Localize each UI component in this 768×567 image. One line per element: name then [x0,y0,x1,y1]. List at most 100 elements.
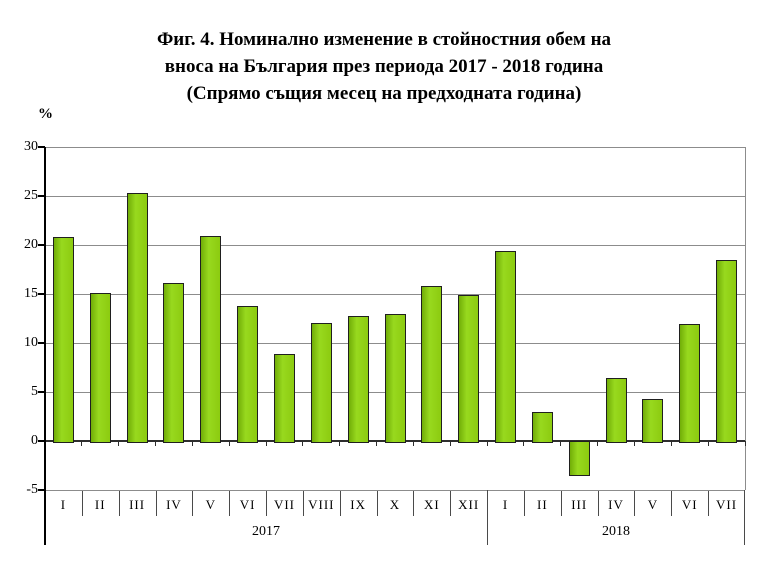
month-label-2017-VIII: VIII [308,497,335,512]
month-separator [671,491,673,516]
zero-axis-tick [670,441,672,446]
y-axis-tick-10 [38,342,45,344]
zero-axis-tick [633,441,635,446]
month-separator [266,491,268,516]
chart-title: Фиг. 4. Номинално изменение в стойностни… [0,26,768,107]
y-axis-tick-15 [38,293,45,295]
zero-axis-tick [118,441,120,446]
chart-title-line-2: вноса на България през периода 2017 - 20… [164,56,604,77]
month-label-2017-VII: VII [273,497,295,512]
y-axis-line [44,147,46,545]
gridline-20 [45,244,745,246]
bar-2017-X [384,313,406,443]
year-separator [744,490,745,545]
zero-axis-tick [707,441,709,446]
zero-axis-tick [486,441,488,446]
month-separator [523,491,525,516]
month-label-2017-V: V [205,497,216,512]
month-label-2018-I: I [502,497,509,512]
month-separator [155,491,157,516]
y-tick-label--5: -5 [26,482,38,497]
month-separator [413,491,415,516]
month-label-2018-VII: VII [716,497,738,512]
y-tick-label-30: 30 [24,139,38,154]
bar-2017-XII [458,294,480,443]
y-tick-label-10: 10 [24,335,38,350]
zero-axis-tick [191,441,193,446]
month-separator [118,491,120,516]
month-label-2017-VI: VI [239,497,256,512]
zero-axis-tick [597,441,599,446]
zero-axis-tick [265,441,267,446]
zero-axis-tick [228,441,230,446]
bar-2017-XI [421,286,443,443]
bar-2018-II [531,411,553,443]
plot-area [45,146,746,491]
zero-axis-tick [744,441,746,446]
zero-axis-tick [560,441,562,446]
bar-2017-VII [273,353,295,443]
y-axis-unit-label: % [38,106,53,122]
y-tick-label-25: 25 [24,188,38,203]
month-separator [302,491,304,516]
zero-axis-tick [339,441,341,446]
year-separator [487,490,489,545]
month-label-2017-IX: IX [350,497,366,512]
bar-2018-I [495,250,517,443]
bar-2017-IX [347,315,369,443]
month-separator [560,491,562,516]
month-separator [376,491,378,516]
bar-2018-III [568,441,590,477]
bar-2017-I [52,237,74,443]
month-label-2017-II: II [94,497,106,512]
zero-axis-tick [376,441,378,446]
month-label-2017-III: III [129,497,146,512]
gridline-15 [45,293,745,295]
zero-axis-tick [412,441,414,446]
month-label-2017-IV: IV [166,497,182,512]
gridline--5 [45,489,745,491]
zero-axis-tick [155,441,157,446]
bar-2017-IV [163,283,185,443]
y-axis-tick-30 [38,146,45,148]
y-tick-label-5: 5 [31,384,38,399]
month-label-2017-XI: XI [423,497,440,512]
month-separator [597,491,599,516]
year-label-2018: 2018 [602,524,631,539]
month-separator [192,491,194,516]
y-axis-tick--5 [38,489,45,491]
zero-axis-tick [449,441,451,446]
month-label-2018-VI: VI [681,497,698,512]
month-label-2017-XII: XII [458,497,480,512]
month-label-2017-I: I [60,497,67,512]
bar-2018-V [642,398,664,443]
y-axis-tick-5 [38,391,45,393]
y-tick-label-20: 20 [24,237,38,252]
y-axis-tick-0 [38,440,45,442]
month-label-2017-X: X [389,497,401,512]
month-separator [81,491,83,516]
month-separator [708,491,710,516]
zero-axis-tick [523,441,525,446]
month-separator [450,491,452,516]
y-axis-tick-20 [38,244,45,246]
zero-axis-tick [81,441,83,446]
gridline-25 [45,195,745,197]
gridline-30 [45,146,745,148]
month-label-2018-III: III [571,497,588,512]
month-separator [634,491,636,516]
bar-2018-IV [605,378,627,443]
y-tick-label-0: 0 [31,433,38,448]
month-separator [229,491,231,516]
zero-axis-tick [302,441,304,446]
chart-title-line-3: (Спрямо същия месец на предходната годин… [186,83,582,104]
chart-title-line-1: Фиг. 4. Номинално изменение в стойностни… [156,29,612,50]
month-separator [339,491,341,516]
month-label-2018-II: II [537,497,548,512]
bar-2018-VI [679,324,701,443]
bar-2017-VI [237,305,259,443]
bar-2017-III [126,193,148,443]
month-label-2018-V: V [647,497,659,512]
bar-2017-II [89,293,111,443]
bar-2017-V [200,236,222,443]
